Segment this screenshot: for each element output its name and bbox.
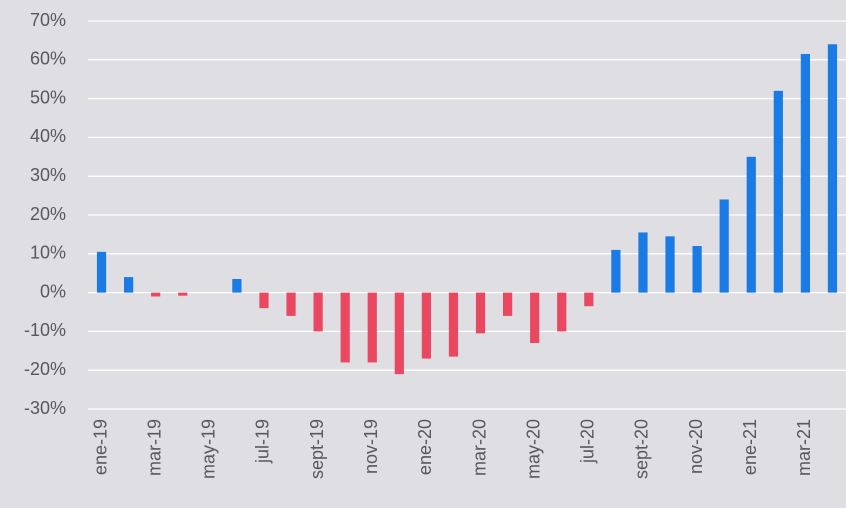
bar [557, 292, 567, 332]
y-tick-label: -20% [24, 359, 66, 379]
y-tick-label: -30% [24, 398, 66, 418]
x-tick-label: mar-21 [794, 419, 814, 476]
bar [421, 292, 431, 359]
bar [313, 292, 323, 332]
x-tick-label: ene-21 [740, 419, 760, 475]
bar [719, 199, 729, 293]
x-tick-label: ene-20 [415, 419, 435, 475]
bar [124, 277, 134, 293]
bar [611, 249, 621, 293]
bar [584, 292, 594, 307]
x-tick-label: jul-20 [578, 419, 598, 464]
x-tick-label: sept-19 [307, 419, 327, 479]
x-tick-label: mar-20 [469, 419, 489, 476]
x-tick-label: ene-19 [90, 419, 110, 475]
x-tick-label: sept-20 [632, 419, 652, 479]
x-tick-label: nov-20 [686, 419, 706, 474]
bar [692, 246, 702, 293]
y-tick-label: 10% [30, 243, 66, 263]
bar [746, 156, 756, 293]
bar [96, 251, 107, 293]
y-tick-label: -10% [24, 320, 66, 340]
y-tick-label: 30% [30, 165, 66, 185]
bar [394, 292, 404, 375]
bar [638, 232, 648, 293]
y-tick-label: 60% [30, 49, 66, 69]
bar [340, 292, 350, 363]
bar [475, 292, 486, 334]
bar [367, 292, 377, 363]
x-tick-label: may-20 [523, 419, 543, 479]
x-tick-label: nov-19 [361, 419, 381, 474]
x-tick-label: may-19 [199, 419, 219, 479]
y-tick-label: 50% [30, 87, 66, 107]
y-tick-label: 0% [40, 281, 66, 301]
y-tick-label: 70% [30, 10, 66, 30]
bar [800, 53, 810, 293]
bar [286, 292, 296, 316]
bar [773, 90, 783, 293]
bar [232, 279, 242, 293]
bar [503, 292, 513, 316]
bar [178, 292, 188, 296]
x-tick-label: mar-19 [144, 419, 164, 476]
y-tick-label: 20% [30, 204, 66, 224]
bar [530, 292, 540, 344]
bar [827, 44, 838, 293]
bar [151, 292, 161, 297]
bar [448, 292, 459, 357]
x-tick-label: jul-19 [253, 419, 273, 464]
bar [259, 292, 269, 309]
y-tick-label: 40% [30, 126, 66, 146]
bar [665, 236, 675, 293]
